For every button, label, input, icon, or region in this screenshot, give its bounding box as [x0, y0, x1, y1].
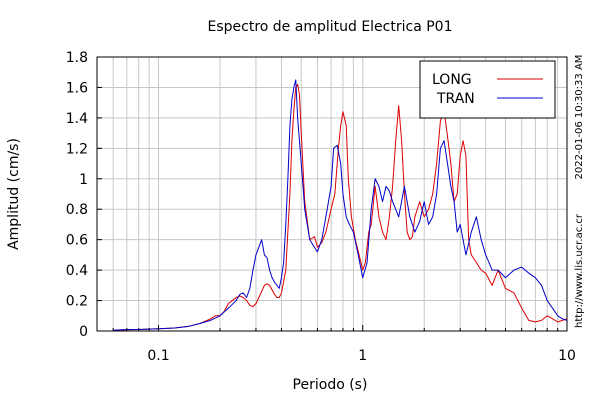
y-tick-label: 1.6 — [66, 80, 88, 96]
series-layer — [113, 79, 568, 331]
tick-marks — [96, 56, 568, 332]
y-tick-label: 1.4 — [66, 111, 88, 127]
y-tick-label: 0.2 — [66, 294, 88, 310]
x-axis-label: Periodo (s) — [293, 377, 368, 393]
x-tick-label: 10 — [558, 348, 576, 364]
y-tick-label: 1.2 — [66, 141, 88, 157]
y-tick-labels: 0 0.2 0.4 0.6 0.8 1 1.2 1.4 1.6 1.8 — [66, 50, 88, 340]
y-tick-label: 0.8 — [66, 202, 88, 218]
timestamp-note: 2022-01-06 10:30:33 AM — [574, 55, 585, 180]
legend-label-long: LONG — [432, 72, 472, 88]
x-tick-label: 1 — [358, 348, 367, 364]
chart-title: Espectro de amplitud Electrica P01 — [208, 19, 453, 35]
legend: LONG TRAN — [419, 60, 556, 119]
y-tick-label: 0 — [79, 324, 88, 340]
x-tick-labels: 0.1 1 10 — [147, 348, 576, 364]
y-tick-label: 1.8 — [66, 50, 88, 66]
plot-frame — [96, 56, 568, 332]
y-tick-label: 1 — [79, 172, 88, 188]
y-axis-label: Amplitud (cm/s) — [6, 138, 22, 250]
legend-label-tran: TRAN — [436, 91, 475, 107]
url-note: http://www.lis.ucr.ac.cr — [574, 213, 585, 328]
series-line-tran — [113, 79, 568, 331]
series-line-long — [113, 83, 568, 331]
y-tick-label: 0.4 — [66, 263, 88, 279]
legend-box — [419, 60, 556, 119]
y-tick-label: 0.6 — [66, 233, 88, 249]
x-tick-label: 0.1 — [147, 348, 169, 364]
